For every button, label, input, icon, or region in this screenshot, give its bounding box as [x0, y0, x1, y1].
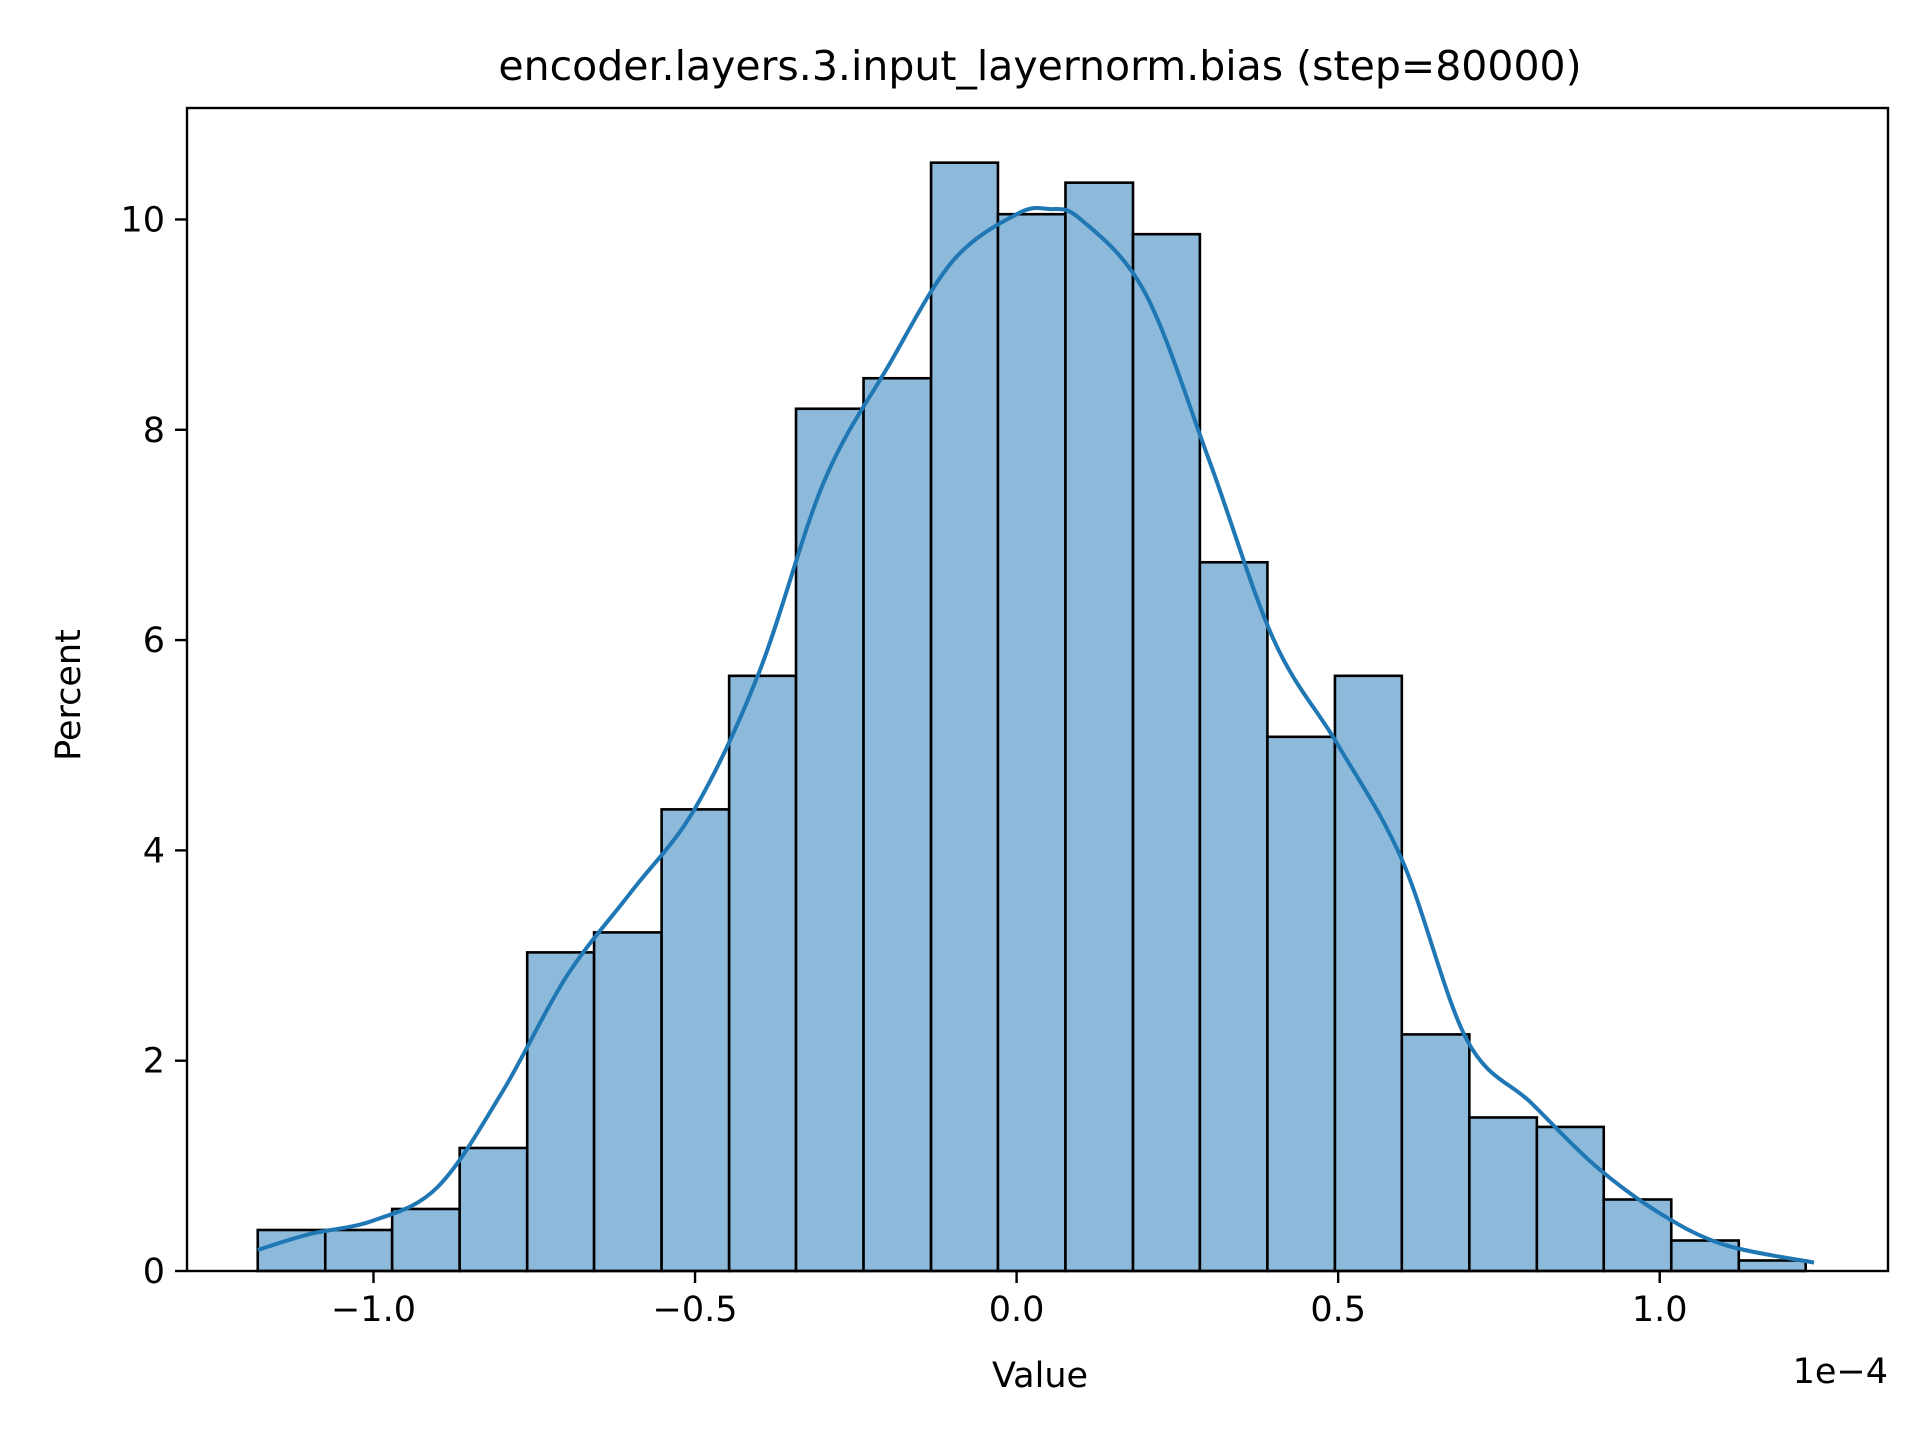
histogram-bar [1468, 1116, 1539, 1273]
histogram-bar [794, 407, 865, 1273]
histogram-bar [862, 376, 933, 1273]
y-tick-label: 4 [143, 831, 165, 871]
x-axis-ticks: −1.0 −0.5 0.0 0.5 1.0 [331, 1271, 1688, 1330]
histogram-bar [458, 1146, 529, 1273]
x-tick-label: −0.5 [653, 1290, 738, 1330]
histogram-bar [1198, 560, 1269, 1273]
histogram-bar [1400, 1033, 1471, 1273]
histogram-bar [1333, 674, 1404, 1273]
histogram-bar [1535, 1125, 1606, 1273]
bars-group [256, 161, 1807, 1273]
histogram-bar [390, 1207, 461, 1273]
x-tick-label: 0.5 [1310, 1290, 1366, 1330]
y-tick-label: 8 [143, 411, 165, 451]
chart-title: encoder.layers.3.input_layernorm.bias (s… [498, 42, 1581, 90]
histogram-bar [660, 808, 731, 1273]
x-axis-offset-label: 1e−4 [1793, 1352, 1888, 1392]
histogram-bar [1131, 232, 1202, 1273]
histogram-bar [929, 161, 1000, 1273]
histogram-bar [1602, 1198, 1673, 1273]
histogram-bar [1064, 181, 1135, 1273]
kde-curve [257, 205, 1815, 1265]
histogram-bar [1266, 735, 1337, 1273]
y-tick-label: 2 [143, 1042, 165, 1082]
x-tick-label: 1.0 [1632, 1290, 1688, 1330]
x-tick-label: 0.0 [989, 1290, 1045, 1330]
histogram-bar [256, 1228, 327, 1273]
y-axis-ticks: 0 2 4 6 8 10 [120, 200, 187, 1292]
y-tick-label: 0 [143, 1252, 165, 1292]
histogram-bar [1737, 1259, 1807, 1273]
histogram-bar [592, 931, 663, 1273]
histogram-bar [525, 951, 596, 1273]
y-tick-label: 10 [120, 200, 165, 240]
y-tick-label: 6 [143, 621, 165, 661]
histogram-bar [727, 674, 798, 1273]
histogram-bar [323, 1228, 394, 1273]
x-tick-label: −1.0 [331, 1290, 416, 1330]
x-axis-label: Value [992, 1356, 1088, 1396]
y-axis-label: Percent [49, 629, 89, 761]
histogram-bar [996, 212, 1067, 1273]
plot-area-frame [185, 106, 1890, 1273]
